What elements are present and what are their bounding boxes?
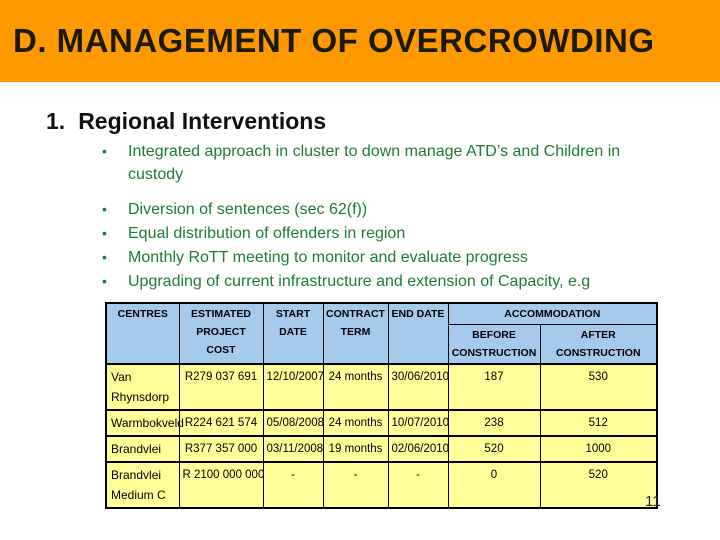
slide-title: D. MANAGEMENT OF OVERCROWDING (13, 22, 655, 59)
cell-centre: Brandvlei Medium C (105, 461, 180, 509)
section-heading-number: 1. (46, 108, 66, 134)
cell-start-date: - (262, 461, 324, 509)
bullet-icon: • (102, 249, 107, 265)
cell-start-date: 12/10/2007 (262, 363, 324, 411)
cell-contract-term: - (322, 461, 389, 509)
bullet-item: • Diversion of sentences (sec 62(f)) (102, 198, 652, 221)
bullet-item: • Upgrading of current infrastructure an… (102, 270, 652, 293)
cell-start-date: 03/11/2008 (262, 435, 324, 463)
section-heading: 1. Regional Interventions (46, 108, 326, 135)
bullet-item: • Monthly RoTT meeting to monitor and ev… (102, 246, 652, 269)
table-row: Warmbokveld R224 621 574 05/08/2008 24 m… (105, 409, 658, 437)
table-subheader-row: BEFORE CONSTRUCTION AFTER CONSTRUCTION (106, 324, 658, 365)
col-header-centres: CENTRES (105, 302, 180, 365)
col-header-estimated-project-cost: ESTIMATED PROJECT COST (178, 302, 264, 365)
cell-end-date: 30/06/2010 (387, 363, 449, 411)
cell-end-date: 10/07/2010 (387, 409, 449, 437)
bullet-text: Equal distribution of offenders in regio… (128, 225, 406, 242)
cell-start-date: 05/08/2008 (262, 409, 324, 437)
cell-before-construction: 520 (447, 435, 541, 463)
projects-table-container: CENTRES ESTIMATED PROJECT COST START DAT… (105, 302, 659, 509)
bullet-icon: • (102, 225, 107, 241)
bullet-icon: • (102, 143, 107, 159)
cell-centre: Brandvlei (105, 435, 180, 463)
table-row: Brandvlei R377 357 000 03/11/2008 19 mon… (105, 435, 658, 463)
bullet-text: Diversion of sentences (sec 62(f)) (128, 201, 368, 218)
page-number: 11 (645, 493, 661, 510)
cell-cost: R377 357 000 (178, 435, 264, 463)
cell-after-construction: 520 (539, 461, 658, 509)
cell-before-construction: 187 (447, 363, 541, 411)
cell-after-construction: 530 (539, 363, 658, 411)
table-header-row: CENTRES ESTIMATED PROJECT COST START DAT… (105, 302, 658, 365)
cell-before-construction: 238 (447, 409, 541, 437)
bullet-icon: • (102, 273, 107, 289)
cell-before-construction: 0 (447, 461, 541, 509)
col-header-accommodation: ACCOMMODATION (447, 302, 658, 325)
cell-cost: R224 621 574 (178, 409, 264, 437)
col-header-after-construction: AFTER CONSTRUCTION (539, 324, 658, 365)
cell-end-date: - (387, 461, 449, 509)
cell-cost: R 2100 000 000 (178, 461, 264, 509)
section-heading-text: Regional Interventions (78, 108, 327, 134)
cell-centre: Van Rhynsdorp (105, 363, 180, 411)
table-row: Brandvlei Medium C R 2100 000 000 - - - … (105, 461, 658, 509)
cell-after-construction: 1000 (539, 435, 658, 463)
col-header-before-construction: BEFORE CONSTRUCTION (447, 324, 541, 365)
col-header-contract-term: CONTRACT TERM (322, 302, 389, 365)
cell-contract-term: 19 months (322, 435, 389, 463)
bullet-list: • Integrated approach in cluster to down… (102, 140, 652, 294)
bullet-item: • Integrated approach in cluster to down… (102, 140, 652, 186)
bullet-text: Upgrading of current infrastructure and … (128, 273, 591, 290)
bullet-text: Monthly RoTT meeting to monitor and eval… (128, 249, 528, 266)
projects-table: CENTRES ESTIMATED PROJECT COST START DAT… (105, 302, 659, 509)
cell-after-construction: 512 (539, 409, 658, 437)
col-header-end-date: END DATE (387, 302, 449, 365)
title-bar: D. MANAGEMENT OF OVERCROWDING (0, 0, 720, 82)
col-header-start-date: START DATE (262, 302, 324, 365)
bullet-text: Integrated approach in cluster to down m… (128, 143, 621, 183)
bullet-icon: • (102, 201, 107, 217)
cell-end-date: 02/06/2010 (387, 435, 449, 463)
table-row: Van Rhynsdorp R279 037 691 12/10/2007 24… (105, 363, 658, 411)
bullet-item: • Equal distribution of offenders in reg… (102, 222, 652, 245)
cell-centre: Warmbokveld (105, 409, 184, 437)
cell-contract-term: 24 months (322, 363, 389, 411)
cell-contract-term: 24 months (322, 409, 389, 437)
cell-cost: R279 037 691 (178, 363, 264, 411)
